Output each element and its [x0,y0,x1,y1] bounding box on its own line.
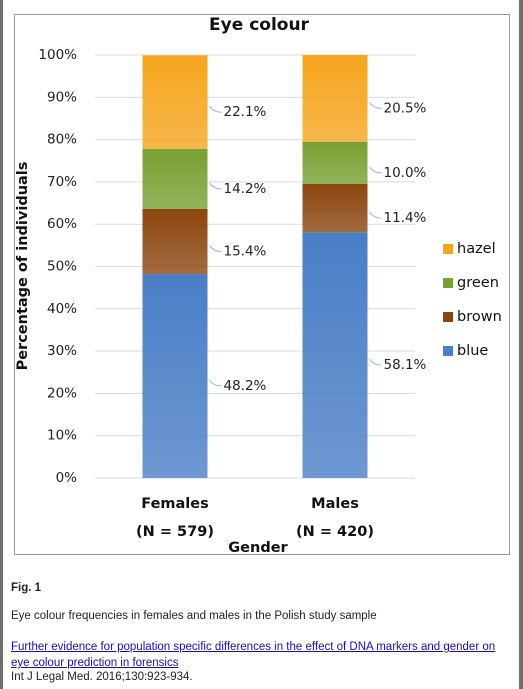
bar-segment [302,55,368,142]
y-tick-label: 100% [38,47,77,63]
bar-segment [142,208,208,275]
label-leader [209,379,222,387]
label-leader [369,102,382,109]
bar-segment [142,148,208,209]
y-tick-label: 50% [47,259,77,275]
y-tick-label: 60% [47,216,77,232]
chart: Eye colour Percentage of individuals Gende… [15,15,502,556]
legend-label: green [457,275,499,291]
bar-segment [302,232,368,478]
figure-caption: Eye colour frequencies in females and ma… [11,610,377,622]
label-leader [369,211,382,219]
legend-swatch [443,312,453,322]
citation: Int J Legal Med. 2016;130:923-934. [11,671,193,683]
x-axis-title: Gender [228,540,288,554]
y-tick-label: 30% [47,343,77,359]
data-label: 15.4% [224,244,267,260]
y-tick-label: 20% [47,385,77,401]
data-label: 22.1% [224,104,267,120]
label-leader [369,166,382,174]
legend-label: brown [457,309,502,325]
figure-label: Fig. 1 [11,582,42,594]
legend-label: hazel [457,241,496,257]
x-tick-label: Females [141,496,208,512]
chart-title: Eye colour [209,15,310,35]
bar-segment [302,184,368,233]
data-label: 58.1% [384,357,427,373]
data-label: 11.4% [384,210,427,226]
article-link[interactable]: Further evidence for population specific… [11,641,496,669]
data-label: 10.0% [384,165,427,181]
article-link-wrap: Further evidence for population specific… [11,639,511,671]
legend-swatch [443,278,453,288]
y-tick-label: 70% [47,174,77,190]
label-leader [369,358,382,366]
y-tick-label: 0% [56,470,78,486]
y-axis-title: Percentage of individuals [15,162,31,371]
figure-panel: Eye colour Percentage of individuals Gende… [3,0,519,689]
bar-segment [142,55,208,149]
y-tick-label: 80% [47,132,77,148]
bar-segment [142,274,208,478]
legend-swatch [443,244,453,254]
bar-segment [302,141,368,185]
x-tick-label: Males [311,496,359,512]
y-tick-label: 10% [47,428,77,444]
label-leader [209,105,222,113]
x-tick-sublabel: (N = 420) [296,524,374,540]
y-tick-label: 90% [47,89,77,105]
chart-frame: Eye colour Percentage of individuals Gende… [14,14,510,556]
y-tick-label: 40% [47,301,77,317]
data-label: 48.2% [224,378,267,394]
label-leader [209,182,222,190]
data-label: 14.2% [224,181,267,197]
data-label: 20.5% [384,100,427,116]
legend-label: blue [457,343,488,359]
label-leader [209,245,222,253]
x-tick-sublabel: (N = 579) [136,524,214,540]
legend-swatch [443,346,453,356]
